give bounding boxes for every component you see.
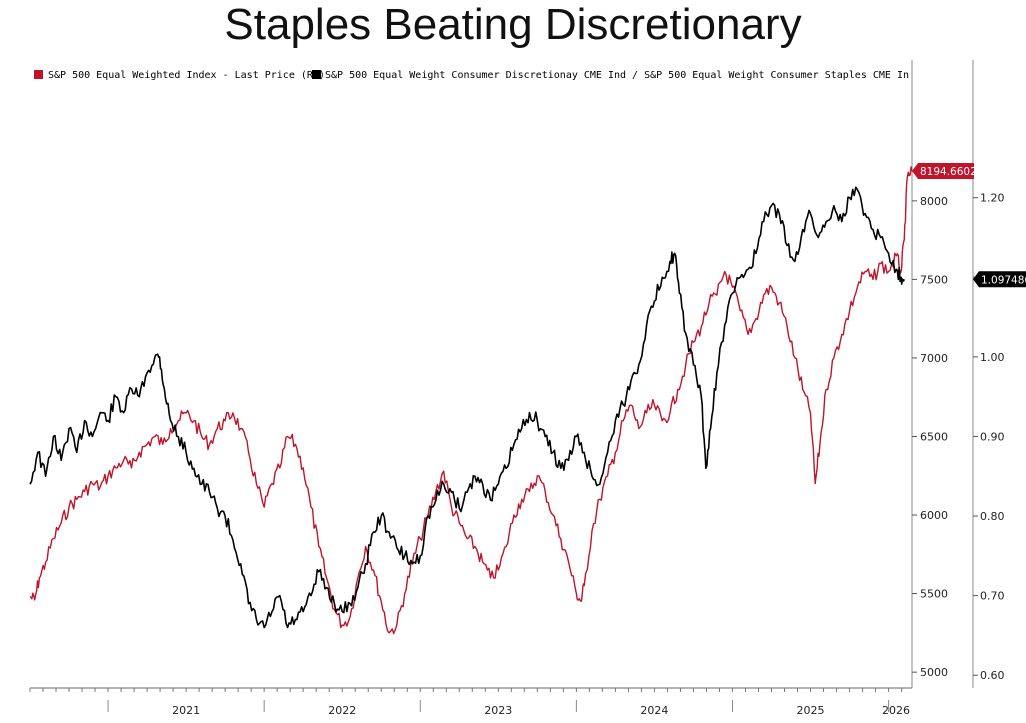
axes: 2021 2022 2023 2024 2025 2026 5000 5500 6000 6500…	[29, 60, 1005, 717]
r1-tick-label: 6000	[920, 509, 948, 522]
series-line-r1	[29, 166, 913, 635]
r2-tick-label: 1.20	[980, 192, 1005, 205]
last-value-badge-r1	[912, 162, 974, 179]
x-tick-label: 2022	[328, 704, 356, 717]
chart-title: Staples Beating Discretionary	[224, 0, 802, 49]
x-tick-label: 2024	[640, 704, 668, 717]
r1-tick-label: 7000	[920, 352, 948, 365]
x-tick-label: 2025	[797, 704, 825, 717]
r2-tick-label: 0.90	[980, 430, 1005, 443]
r1-tick-label: 6500	[920, 430, 948, 443]
r2-tick-label: 0.70	[980, 590, 1005, 603]
last-value-badge-r2	[973, 271, 1026, 288]
legend-swatch-r1	[34, 70, 43, 79]
last-value-label-r1: 8194.6602	[920, 166, 977, 178]
r2-tick-label: 1.00	[980, 351, 1005, 364]
r1-tick-label: 7500	[920, 273, 948, 286]
x-tick-label: 2026	[882, 704, 910, 717]
series-line-r2	[29, 186, 905, 629]
r1-tick-label: 8000	[920, 195, 948, 208]
legend-label-r1: S&P 500 Equal Weighted Index - Last Pric…	[48, 70, 325, 81]
r1-tick-label: 5500	[920, 588, 948, 601]
legend-label-r2: S&P 500 Equal Weight Consumer Discretion…	[325, 70, 909, 81]
last-value-label-r2: 1.097486	[981, 274, 1026, 286]
legend: S&P 500 Equal Weighted Index - Last Pric…	[34, 70, 909, 81]
r1-tick-label: 5000	[920, 666, 948, 679]
r2-tick-label: 0.80	[980, 510, 1005, 523]
legend-swatch-r2	[312, 70, 321, 79]
series-lines	[29, 166, 913, 635]
r2-tick-label: 0.60	[980, 669, 1005, 682]
x-tick-label: 2021	[172, 704, 200, 717]
x-tick-label: 2023	[484, 704, 512, 717]
last-value-labels: 8194.6602 1.097486	[912, 162, 1026, 288]
